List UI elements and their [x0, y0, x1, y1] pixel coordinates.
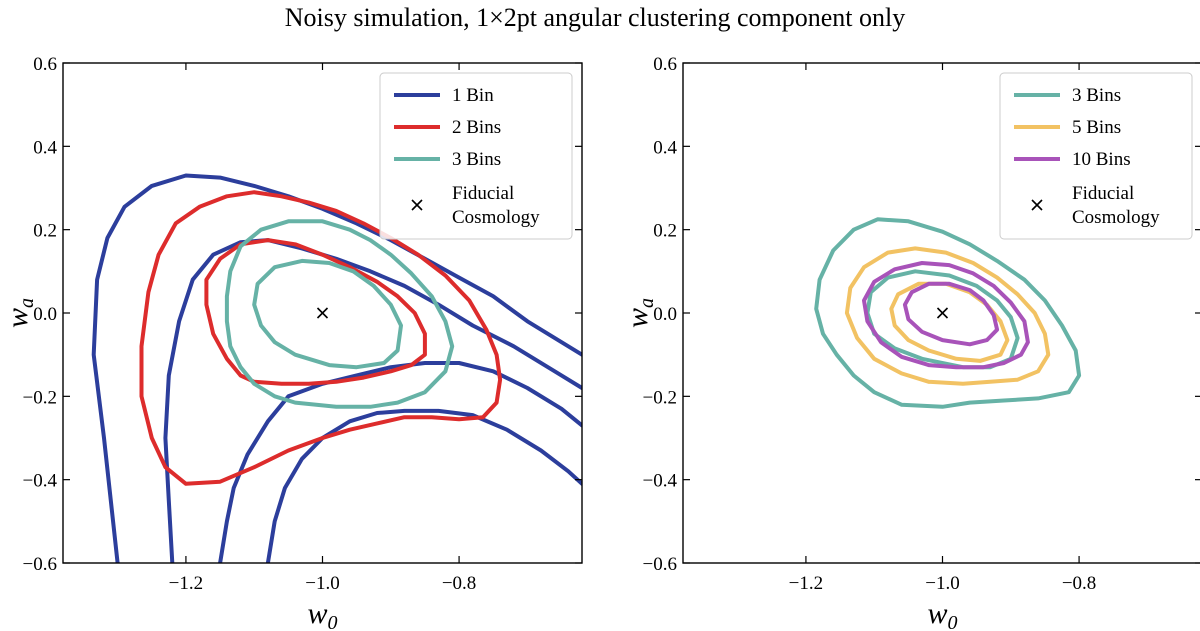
x-tick-label: −0.8	[1062, 573, 1096, 594]
legend-box	[379, 72, 573, 240]
y-axis-label-base: w	[1, 308, 34, 328]
legend-fiducial-label-line2: Cosmology	[1072, 207, 1160, 228]
contour-2-bins-1	[139, 190, 503, 486]
y-axis-label: wa	[621, 298, 658, 328]
contour-10-bins-2	[902, 281, 1000, 347]
y-tick-label: −0.6	[23, 554, 57, 575]
contour-5-bins-1	[844, 246, 1051, 386]
legend-label-1-bin: 1 Bin	[452, 85, 494, 106]
y-tick-label: 0.4	[653, 137, 677, 158]
legend: 1 Bin 2 Bins 3 Bins Fiducial Cosmology	[379, 72, 573, 240]
x-tick-label: −0.8	[442, 573, 476, 594]
y-tick-label: 0.4	[33, 137, 57, 158]
y-axis-label-subscript: a	[636, 298, 658, 308]
contour-10-bins-1	[862, 261, 1030, 370]
y-tick-label: −0.2	[643, 387, 677, 408]
y-axis-label: wa	[1, 298, 38, 328]
fiducial-marker	[316, 307, 329, 319]
legend-box	[999, 72, 1193, 240]
legend-fiducial-label-line2: Cosmology	[452, 207, 540, 228]
legend-label-10-bins: 10 Bins	[1072, 149, 1131, 170]
figure-title: Noisy simulation, 1×2pt angular clusteri…	[285, 3, 906, 32]
contour-3-bins-1	[814, 217, 1082, 409]
y-tick-label: −0.4	[643, 471, 678, 492]
y-axis-label-base: w	[621, 308, 654, 328]
x-tick-label: −1.0	[925, 573, 959, 594]
contour-3-bins-2	[252, 258, 403, 370]
contours	[91, 173, 582, 563]
panel-1: −1.2 −1.0 −0.8−0.6−0.4−0.20.00.20.40.6w0wa…	[1, 54, 583, 631]
y-tick-label: 0.2	[653, 221, 677, 242]
y-tick-label: −0.4	[23, 471, 58, 492]
x-axis-label-subscript: 0	[328, 612, 338, 631]
legend-label-5-bins: 5 Bins	[1072, 117, 1121, 138]
legend-fiducial-marker	[411, 199, 423, 211]
legend-label-2-bins: 2 Bins	[452, 117, 501, 138]
y-tick-label: −0.6	[643, 554, 677, 575]
contour-3-bins-1	[224, 219, 455, 409]
legend-label-3-bins: 3 Bins	[452, 149, 501, 170]
contours	[814, 217, 1082, 409]
contour-1-bin-3	[218, 361, 582, 563]
legend-fiducial-label-line1: Fiducial	[1072, 183, 1134, 204]
x-tick-label: −1.2	[169, 573, 203, 594]
x-axis-label: w0	[307, 597, 337, 631]
legend-fiducial-marker	[1031, 199, 1043, 211]
panel-2: −1.2 −1.0 −0.8−0.6−0.4−0.20.00.20.40.6w0wa…	[621, 54, 1200, 631]
y-tick-label: 0.0	[33, 304, 57, 325]
y-tick-label: −0.2	[23, 387, 57, 408]
x-axis-label: w0	[927, 597, 957, 631]
y-tick-label: 0.6	[653, 54, 677, 75]
contour-2-bins-2	[204, 238, 427, 386]
x-axis-label-base: w	[307, 597, 327, 630]
y-tick-label: 0.6	[33, 54, 57, 75]
x-axis-label-base: w	[927, 597, 947, 630]
y-tick-label: 0.0	[653, 304, 677, 325]
y-axis-label-subscript: a	[16, 298, 38, 308]
y-tick-label: 0.2	[33, 221, 57, 242]
fiducial-marker	[936, 307, 949, 319]
x-tick-label: −1.0	[305, 573, 339, 594]
legend-fiducial-label-line1: Fiducial	[452, 183, 514, 204]
contour-1-bin-1	[91, 173, 582, 563]
legend: 3 Bins 5 Bins 10 Bins Fiducial Cosmology	[999, 72, 1193, 240]
x-axis-label-subscript: 0	[948, 612, 958, 631]
x-tick-label: −1.2	[789, 573, 823, 594]
legend-label-3-bins: 3 Bins	[1072, 85, 1121, 106]
contour-1-bin-4	[265, 408, 582, 563]
